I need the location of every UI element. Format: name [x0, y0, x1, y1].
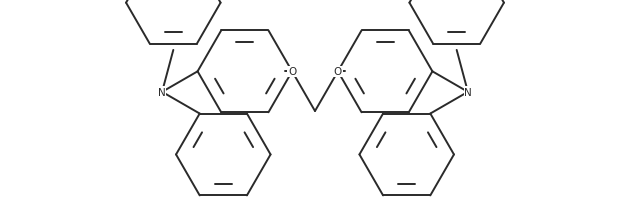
Text: N: N	[464, 87, 472, 97]
Text: N: N	[158, 87, 166, 97]
Text: O: O	[288, 67, 296, 77]
Text: O: O	[334, 67, 342, 77]
